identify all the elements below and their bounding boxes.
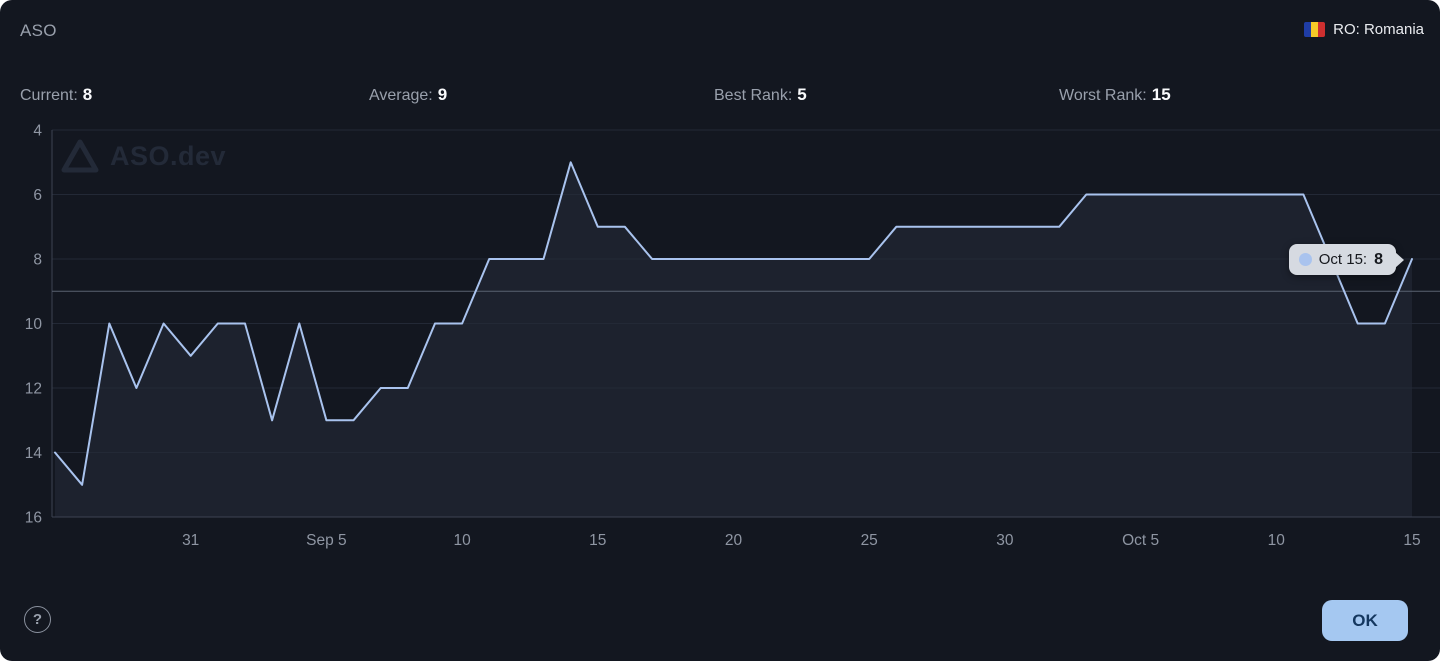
ok-button[interactable]: OK <box>1322 600 1408 641</box>
x-tick-label: Oct 5 <box>1122 532 1159 549</box>
tooltip-arrow-icon <box>1395 251 1404 268</box>
y-tick-label: 10 <box>25 316 43 333</box>
stat-current: Current: 8 <box>20 85 92 105</box>
y-tick-label: 16 <box>25 510 42 527</box>
y-tick-label: 12 <box>25 381 42 398</box>
x-tick-label: 15 <box>589 532 606 549</box>
x-tick-label: Sep 5 <box>306 532 347 549</box>
x-tick-label: 15 <box>1403 532 1420 549</box>
series-dot-icon <box>1298 253 1312 266</box>
stat-label: Best Rank: <box>714 87 793 104</box>
y-tick-label: 8 <box>33 252 42 269</box>
aso-dev-logo-icon <box>61 139 99 173</box>
stat-value: 9 <box>437 85 448 104</box>
stat-label: Worst Rank: <box>1059 87 1147 104</box>
stat-value: 8 <box>82 85 93 104</box>
rank-line <box>54 161 1413 486</box>
question-mark-icon: ? <box>32 611 43 628</box>
tooltip-value: 8 <box>1374 250 1383 268</box>
x-tick-label: 10 <box>1268 532 1286 549</box>
stat-worst-rank: Worst Rank: 15 <box>1059 85 1171 105</box>
y-tick-label: 14 <box>25 445 43 462</box>
watermark-text: ASO.dev <box>110 140 227 171</box>
stat-value: 5 <box>797 85 807 104</box>
country-selector[interactable]: RO: Romania <box>1304 21 1424 38</box>
x-tick-label: 10 <box>453 532 471 549</box>
stat-label: Current: <box>20 87 78 104</box>
country-label: RO: Romania <box>1333 21 1424 38</box>
help-button[interactable]: ? <box>24 606 51 633</box>
chart-tooltip: Oct 15: 8 <box>1288 244 1404 275</box>
page-title: ASO <box>20 21 57 40</box>
x-tick-label: 31 <box>182 532 199 549</box>
x-tick-label: 20 <box>725 532 743 549</box>
y-tick-label: 6 <box>33 187 42 204</box>
stat-value: 15 <box>1151 85 1171 104</box>
aso-dev-watermark: ASO.dev <box>60 138 226 174</box>
x-tick-label: 25 <box>861 532 878 549</box>
romania-flag-icon <box>1304 22 1326 37</box>
y-tick-label: 4 <box>33 123 42 140</box>
stat-best-rank: Best Rank: 5 <box>714 85 807 105</box>
stat-average: Average: 9 <box>369 85 447 105</box>
rank-area-fill <box>55 162 1412 518</box>
tooltip-label: Oct 15: <box>1318 251 1368 268</box>
x-tick-label: 30 <box>996 532 1014 549</box>
stat-label: Average: <box>369 87 433 104</box>
